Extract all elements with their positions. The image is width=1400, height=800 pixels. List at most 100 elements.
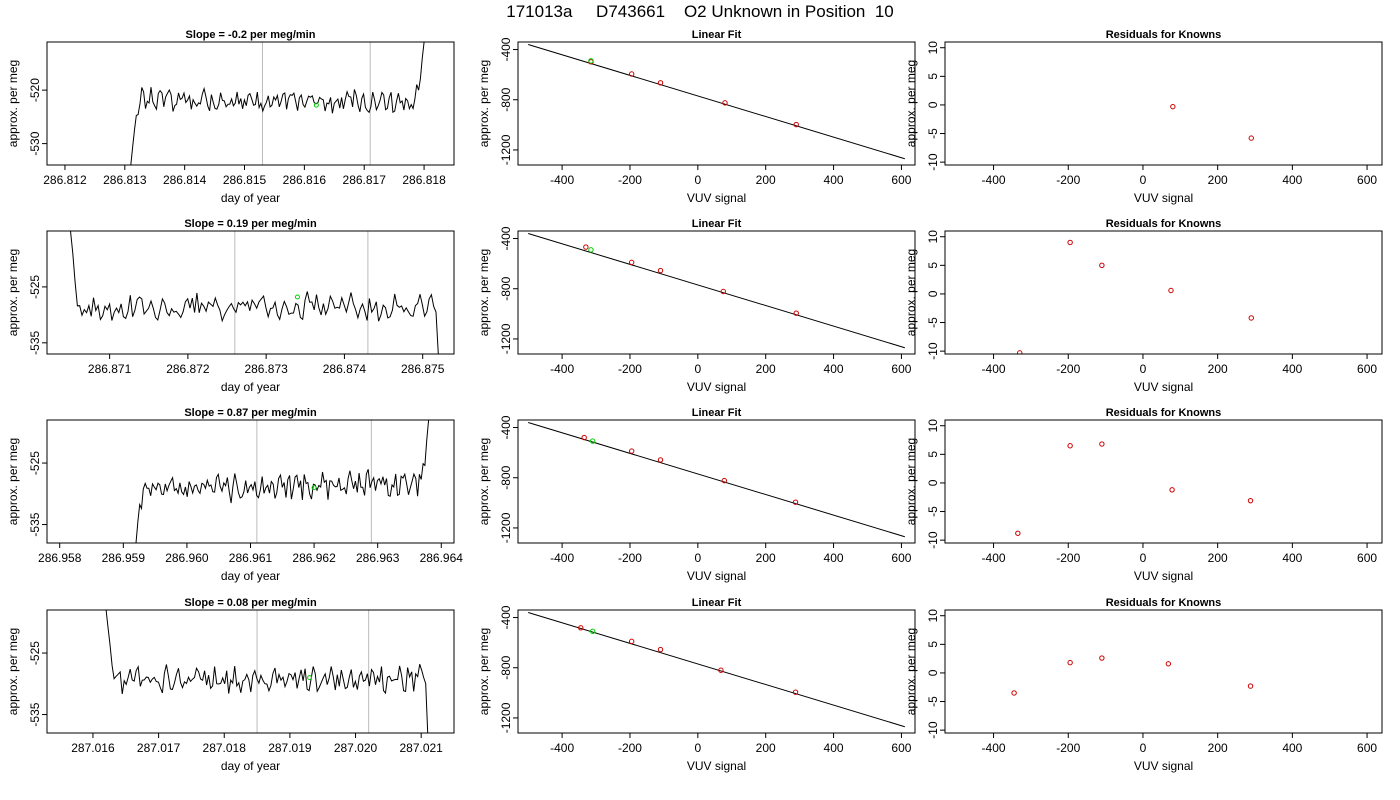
y-tick-label: -525 <box>28 641 42 665</box>
known-point <box>1247 497 1254 504</box>
x-tick-label: 200 <box>1208 741 1228 755</box>
y-tick-label: 5 <box>926 641 940 648</box>
x-tick-label: 286.871 <box>88 362 132 376</box>
x-axis-label: day of year <box>221 380 280 394</box>
x-tick-label: 286.875 <box>401 362 445 376</box>
x-tick-label: 400 <box>824 741 844 755</box>
x-tick-label: 400 <box>1282 741 1302 755</box>
known-point <box>1067 443 1073 449</box>
y-tick-label: -400 <box>499 415 513 439</box>
x-tick-label: 0 <box>694 551 701 565</box>
x-tick-label: 286.816 <box>283 173 327 187</box>
y-tick-label: 0 <box>926 669 940 676</box>
y-axis-label: approx. per meg <box>6 249 20 336</box>
x-tick-label: -200 <box>1056 741 1080 755</box>
x-tick-label: 400 <box>1282 551 1302 565</box>
x-tick-label: 287.016 <box>71 741 115 755</box>
y-tick-label: -5 <box>926 506 940 517</box>
known-point <box>1247 683 1254 689</box>
plot-area <box>528 422 905 538</box>
known-point <box>1099 441 1105 447</box>
known-point <box>792 499 799 505</box>
x-tick-label: -400 <box>550 741 574 755</box>
unknown-point <box>294 294 300 300</box>
y-tick-label: -1200 <box>499 323 513 354</box>
x-tick-label: 400 <box>824 173 844 187</box>
x-tick-label: 286.958 <box>38 551 82 565</box>
plot-frame <box>517 609 916 734</box>
panel-title: Linear Fit <box>692 218 742 230</box>
y-tick-label: -520 <box>28 78 42 102</box>
y-tick-label: 5 <box>926 262 940 269</box>
panel-residuals-0: -400 -200 0 200 400 600 10 5 0 -5 -10 Residuals for… <box>904 29 1383 205</box>
unknown-point <box>311 485 317 491</box>
x-tick-label: 400 <box>1282 362 1302 376</box>
plot-frame <box>46 419 455 544</box>
x-tick-label: -200 <box>1056 362 1080 376</box>
y-tick-label: -800 <box>499 655 513 679</box>
known-point <box>722 100 728 106</box>
x-tick-label: 286.961 <box>229 551 273 565</box>
known-point <box>1015 530 1021 536</box>
x-tick-label: 600 <box>1357 551 1377 565</box>
plot-frame <box>46 41 455 166</box>
x-tick-label: 287.020 <box>334 741 378 755</box>
panel-timeseries-0: 286.812 286.813 286.814 286.815 286.816 286.8… <box>6 29 455 205</box>
x-axis-label: VUV signal <box>1134 759 1193 773</box>
y-axis-label: approx. per meg <box>6 60 20 147</box>
y-tick-label: -5 <box>926 317 940 328</box>
known-point <box>793 310 799 316</box>
x-tick-label: 286.964 <box>420 551 464 565</box>
y-tick-label: 0 <box>926 101 940 108</box>
plot-area <box>1017 239 1254 354</box>
series-line <box>135 420 430 543</box>
x-tick-label: 286.959 <box>102 551 146 565</box>
x-axis-label: VUV signal <box>1134 191 1193 205</box>
x-axis-label: VUV signal <box>1134 569 1193 583</box>
x-tick-label: 600 <box>1357 173 1377 187</box>
x-tick-label: 0 <box>694 362 701 376</box>
x-tick-label: 200 <box>1208 173 1228 187</box>
x-tick-label: -400 <box>982 551 1006 565</box>
y-tick-label: -10 <box>926 153 940 171</box>
known-point <box>628 448 635 454</box>
plot-frame <box>517 230 916 355</box>
panel-residuals-1: -400 -200 0 200 400 600 10 5 0 -5 -10 Residuals for… <box>904 218 1383 394</box>
y-axis-label: approx. per meg <box>477 628 491 715</box>
y-axis-label: approx. per meg <box>904 438 918 525</box>
y-tick-label: -1200 <box>499 134 513 165</box>
y-tick-label: -5 <box>926 128 940 139</box>
plot-frame <box>517 41 916 166</box>
y-axis-label: approx. per meg <box>904 249 918 336</box>
y-tick-label: -535 <box>28 702 42 726</box>
plot-frame <box>944 419 1383 544</box>
x-tick-label: 600 <box>891 173 911 187</box>
x-tick-label: 0 <box>694 741 701 755</box>
fit-line <box>528 233 905 349</box>
known-point <box>1165 661 1172 667</box>
y-tick-label: -525 <box>28 275 42 299</box>
panel-residuals-2: -400 -200 0 200 400 600 10 5 0 -5 -10 Residuals for… <box>904 407 1383 583</box>
x-axis-label: VUV signal <box>687 191 746 205</box>
x-tick-label: 286.962 <box>292 551 336 565</box>
x-tick-label: -200 <box>618 173 642 187</box>
plot-area <box>1170 103 1254 141</box>
known-point <box>628 259 635 266</box>
x-tick-label: -200 <box>618 551 642 565</box>
panel-title: Slope = 0.19 per meg/min <box>184 218 317 230</box>
x-axis-label: day of year <box>221 569 280 583</box>
x-tick-label: 0 <box>1140 362 1147 376</box>
plot-area <box>1015 441 1254 536</box>
y-tick-label: 10 <box>926 419 940 433</box>
x-axis-label: VUV signal <box>687 380 746 394</box>
plot-frame <box>944 609 1383 734</box>
y-tick-label: -525 <box>28 451 42 475</box>
x-tick-label: 287.019 <box>268 741 312 755</box>
unknown-point <box>313 102 319 108</box>
y-axis-label: approx. per meg <box>904 60 918 147</box>
y-axis-label: approx. per meg <box>477 60 491 147</box>
x-tick-label: 0 <box>1140 551 1147 565</box>
known-point <box>628 638 635 645</box>
known-point <box>1011 690 1017 696</box>
